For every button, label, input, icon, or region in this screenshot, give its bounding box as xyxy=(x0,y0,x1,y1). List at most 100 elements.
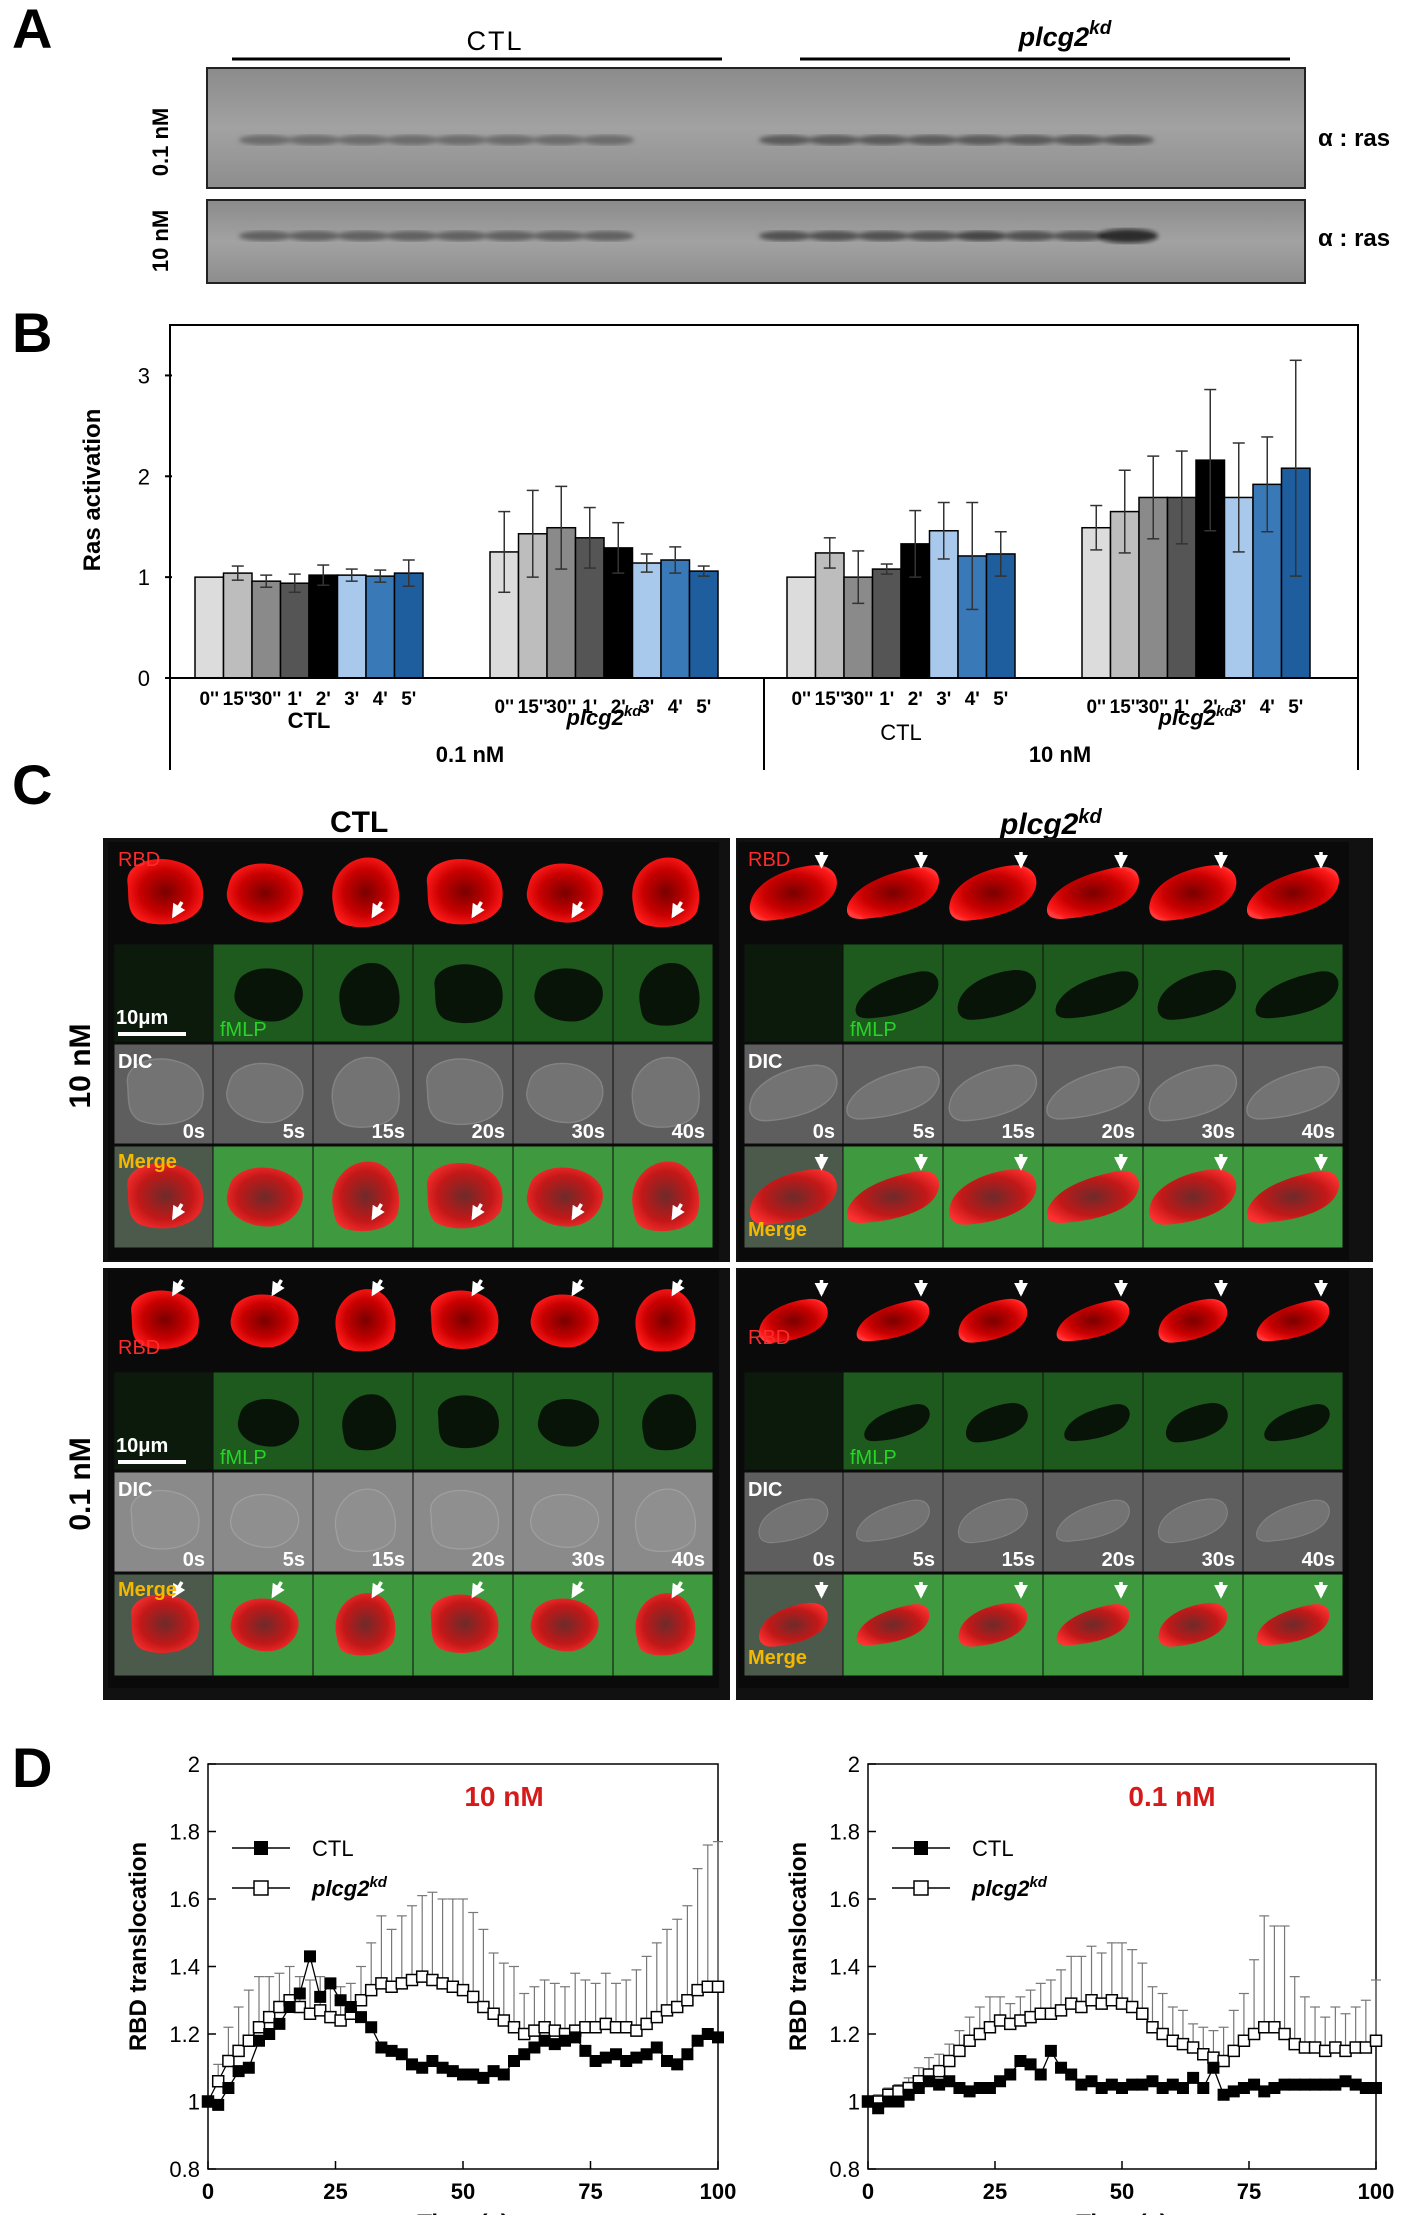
rbd-point-ctl xyxy=(922,2075,935,2088)
panel-label-c: C xyxy=(12,753,53,816)
fmlp-cell-shadow xyxy=(1064,1404,1130,1442)
ras-y-tick-label: 1 xyxy=(138,565,150,590)
rbd-y-tick-label: 2 xyxy=(848,1752,860,1777)
rbd-point-kd xyxy=(1054,2004,1068,2017)
rbd-point-ctl xyxy=(701,2028,714,2040)
rbd-point-ctl xyxy=(1024,2058,1037,2071)
channel-label-dic: DIC xyxy=(748,1479,782,1501)
microscopy-time-label: 15s xyxy=(1002,1549,1035,1571)
rbd-point-ctl xyxy=(406,2058,418,2071)
legend-marker-ctl xyxy=(254,1841,268,1855)
rbd-point-kd xyxy=(497,2014,511,2027)
ras-y-tick-label: 2 xyxy=(138,464,150,489)
rbd-point-kd xyxy=(650,2010,664,2024)
rbd-point-kd xyxy=(932,2064,946,2078)
blot-band-10nm xyxy=(533,231,585,241)
rbd-point-ctl xyxy=(599,2051,612,2064)
rbd-point-ctl xyxy=(953,2082,966,2094)
microscopy-time-label: 40s xyxy=(672,1121,705,1143)
dic-cell xyxy=(856,1499,930,1542)
rbd-point-ctl xyxy=(355,2011,367,2024)
rbd-y-tick-label: 0.8 xyxy=(169,2157,200,2182)
dic-tile xyxy=(1042,1043,1144,1145)
ras-conc-label-0.1nm: 0.1 nM xyxy=(436,742,504,767)
microscopy-time-label: 40s xyxy=(1302,1549,1335,1571)
rbd-point-kd xyxy=(1329,2041,1342,2054)
rbd-point-kd xyxy=(1298,2041,1312,2054)
merge-cell xyxy=(526,1167,603,1227)
rbd-arrow xyxy=(571,901,585,919)
rbd-point-kd xyxy=(1369,2034,1383,2047)
rbd-translocation-10nm-chart: 0.8 1 1.2 1.4 1.6 1.8 2 0 25 50 75 100 Time (s) RBD t… xyxy=(125,1752,736,2215)
rbd-point-ctl xyxy=(1217,2088,1230,2101)
ras-bar xyxy=(1081,526,1112,679)
rbd-point-ctl xyxy=(416,2061,429,2074)
rbd-point-kd xyxy=(660,2004,674,2017)
rbd-y-tick-label: 0.8 xyxy=(829,2157,860,2182)
channel-label-merge: Merge xyxy=(118,1151,177,1173)
dic-tile xyxy=(512,1043,614,1145)
blot-band-10nm xyxy=(857,231,909,241)
ras-category-label: 5' xyxy=(696,697,711,718)
rbd-point-ctl xyxy=(1298,2078,1311,2091)
fmlp-tile xyxy=(113,943,214,1043)
ras-bar xyxy=(871,568,902,679)
rbd-point-ctl xyxy=(1044,2044,1057,2057)
dic-cell xyxy=(526,1062,604,1124)
dic-tile xyxy=(212,1043,314,1145)
blot-band-0.1nm xyxy=(582,135,634,145)
ras-category-label: 4' xyxy=(1260,697,1275,718)
rbd-point-kd xyxy=(1268,2021,1281,2034)
rbd-point-ctl xyxy=(1309,2078,1322,2091)
ras-category-label: 0'' xyxy=(791,689,811,710)
fmlp-cell-shadow xyxy=(1055,971,1139,1019)
rbd-point-kd xyxy=(364,1983,378,1997)
ras-category-label: 3' xyxy=(1231,697,1246,718)
fmlp-cell-shadow xyxy=(534,968,603,1022)
dic-tile xyxy=(942,1043,1044,1145)
merge-cell xyxy=(635,1593,696,1656)
ras-category-label: 2' xyxy=(316,689,331,710)
ras-bar xyxy=(393,572,424,679)
merge-cell xyxy=(749,1169,837,1225)
dic-tile xyxy=(1142,1043,1244,1145)
fmlp-cell-shadow xyxy=(339,962,400,1026)
dic-cell xyxy=(530,1493,600,1548)
rbd-x-tick-label: 100 xyxy=(1358,2179,1395,2204)
rbd-point-ctl xyxy=(1075,2078,1088,2091)
rbd-point-ctl xyxy=(457,2068,469,2081)
rbd-y-tick-label: 2 xyxy=(188,1752,200,1777)
dic-cell xyxy=(631,1056,700,1128)
rbd-point-kd xyxy=(1207,2051,1220,2064)
ras-bar xyxy=(365,575,396,679)
dic-cell xyxy=(1256,1499,1330,1542)
merge-arrow xyxy=(671,1581,685,1599)
blot-band-10nm xyxy=(435,231,487,241)
rbd-point-kd xyxy=(943,2054,956,2068)
rbd-point-kd xyxy=(1339,2044,1352,2058)
rbd-arrow xyxy=(471,901,485,919)
rbd-point-ctl xyxy=(1237,2082,1250,2094)
rbd-cell xyxy=(846,866,940,919)
blot-strip-0.1nm xyxy=(206,67,1306,189)
dic-tile xyxy=(842,1471,944,1573)
dic-tile xyxy=(612,1471,714,1573)
rbd-point-ctl xyxy=(1288,2078,1301,2091)
dic-cell xyxy=(126,1058,204,1126)
rbd-point-kd xyxy=(1105,1994,1119,2007)
ras-category-label: 2' xyxy=(1203,697,1218,718)
rbd-point-kd xyxy=(1217,2054,1230,2068)
microscopy-time-label: 0s xyxy=(183,1549,205,1571)
rbd-point-ctl xyxy=(1004,2068,1017,2081)
rbd-point-kd xyxy=(1085,1994,1098,2007)
rbd-point-kd xyxy=(395,1977,409,1990)
rbd-arrow xyxy=(371,901,385,919)
rbd-point-kd xyxy=(1024,2010,1037,2024)
rbd-point-ctl xyxy=(324,1977,337,1990)
rbd-point-kd xyxy=(619,2021,633,2034)
legend-marker-kd xyxy=(253,1880,269,1896)
rbd-point-ctl xyxy=(1339,2075,1352,2088)
merge-cell xyxy=(856,1604,930,1646)
rbd-point-ctl xyxy=(518,2048,531,2061)
rbd-cell xyxy=(226,863,303,923)
